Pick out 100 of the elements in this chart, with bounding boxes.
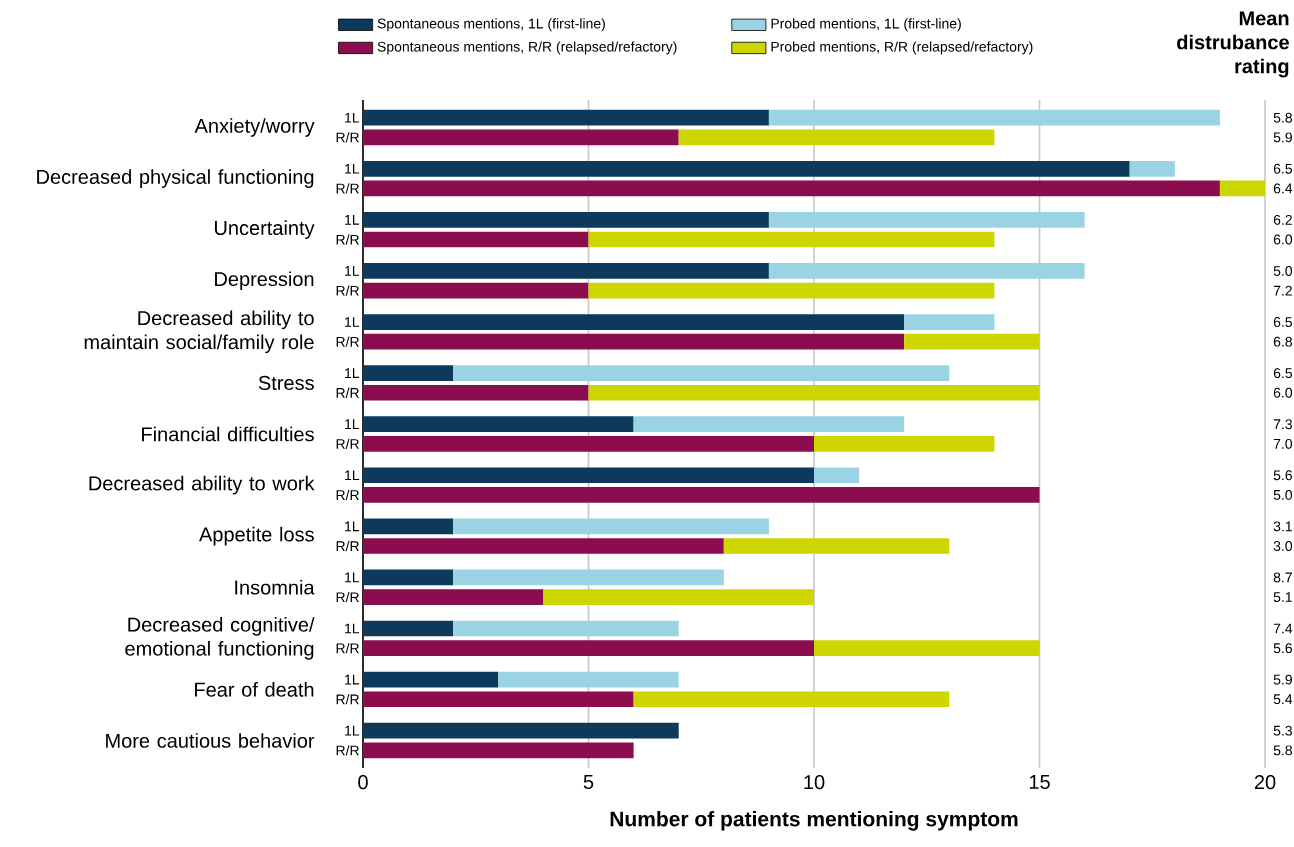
y-tick-label: 1L [345,725,360,736]
bar [453,518,769,535]
text: 5.0 [1273,266,1293,276]
bar [768,211,1085,228]
text: 8.7 [1273,572,1292,583]
y-tick-label: 1L [345,470,360,481]
text: 3.0 [1273,541,1293,551]
bar [363,518,454,535]
y-tick-label: 1L [345,368,360,378]
bar [363,263,769,279]
y-tick-label: 1L [345,266,360,276]
y-tick-label: 1L [345,112,360,123]
y-tick-label: 1L [345,419,360,429]
bar [363,416,634,433]
bar [904,314,995,330]
text: Insomnia [235,579,315,595]
bar [633,691,950,708]
text: 6.0 [1273,234,1293,245]
text: 6.5 [1273,317,1293,327]
y-tick-label: R/R [336,591,359,603]
bar [363,333,905,350]
y2-axis-title: Mean distrubance rating [1177,11,1289,78]
bar [363,467,814,484]
bar [588,282,995,299]
bar [363,569,454,586]
y-tick-label: R/R [336,694,359,705]
bar [363,180,1220,197]
text: 6.5 [1273,163,1293,174]
y-tick-label: R/R [336,183,359,194]
bar [363,691,634,708]
text: 3.1 [1273,521,1292,532]
bar [363,384,589,401]
text: Anxiety/worry [194,118,315,137]
y-tick-label: R/R [336,285,359,296]
x-axis-title: Number of patients mentioning symptom [610,810,1018,831]
y-tick-label: R/R [336,234,359,245]
text: 5.9 [1273,132,1292,143]
text: 5.8 [1273,745,1293,756]
bar [453,620,679,637]
bar [363,435,814,452]
bar [588,384,1040,401]
y-tick-label: 1L [345,317,360,327]
bar [543,589,814,605]
y-tick-label: R/R [336,643,359,654]
y-tick-label: 1L [345,163,360,174]
bar [363,487,1040,503]
text: More cautious behavior [106,733,315,748]
legend-label: Probed mentions, R/R (relapsed/refactory) [771,41,1033,55]
y-tick-label: 1L [345,215,360,225]
text: Decreased ability to maintain social/family role [84,310,314,354]
bar [498,671,679,688]
legend-label: Spontaneous mentions, 1L (first-line) [377,18,605,32]
text: 5.4 [1273,694,1293,705]
bar [453,569,724,586]
y-tick-label: R/R [336,745,359,756]
bar [814,640,1040,657]
bar [678,129,995,146]
bar [363,640,814,657]
text: 5.1 [1273,592,1292,602]
bar [904,333,1040,350]
text: Decreased ability to work [89,475,315,495]
bar [453,365,950,381]
text: Appetite loss [199,526,314,546]
text: 5.6 [1273,643,1292,654]
text: Financial difficulties [142,426,314,442]
bar [1219,180,1266,197]
text: 5.0 [1273,489,1293,500]
bar [363,589,544,605]
y-tick-label: 1L [345,623,360,634]
bar [363,742,634,759]
y-tick-label: R/R [336,132,359,143]
legend-label: Spontaneous mentions, R/R (relapsed/refactory) [377,41,677,55]
y-tick-label: R/R [336,438,359,449]
bar [768,263,1085,279]
x-tick-label: 5 [583,775,594,790]
bar [1129,160,1175,177]
text: 5.9 [1273,674,1292,685]
text: 6.5 [1273,368,1293,379]
text: 7.2 [1273,285,1292,296]
bar [633,416,905,433]
x-tick-label: 15 [1029,775,1050,790]
text: Decreased cognitive/ emotional functioning [125,617,315,660]
text: 6.0 [1273,387,1293,398]
bar [588,231,995,248]
bar [363,722,679,739]
bar [363,538,724,554]
bar [363,282,589,299]
text: 7.4 [1273,623,1293,634]
bar [723,538,950,554]
bar [363,231,589,248]
x-tick-label: 0 [358,775,368,790]
text: 6.2 [1273,214,1292,225]
text: Stress [258,375,314,390]
text: 6.8 [1273,336,1293,347]
bar [814,435,995,452]
bar [768,109,1220,126]
text: Uncertainty [214,220,315,239]
bar [363,671,499,688]
y-tick-label: 1L [345,521,360,532]
bar [363,620,454,637]
